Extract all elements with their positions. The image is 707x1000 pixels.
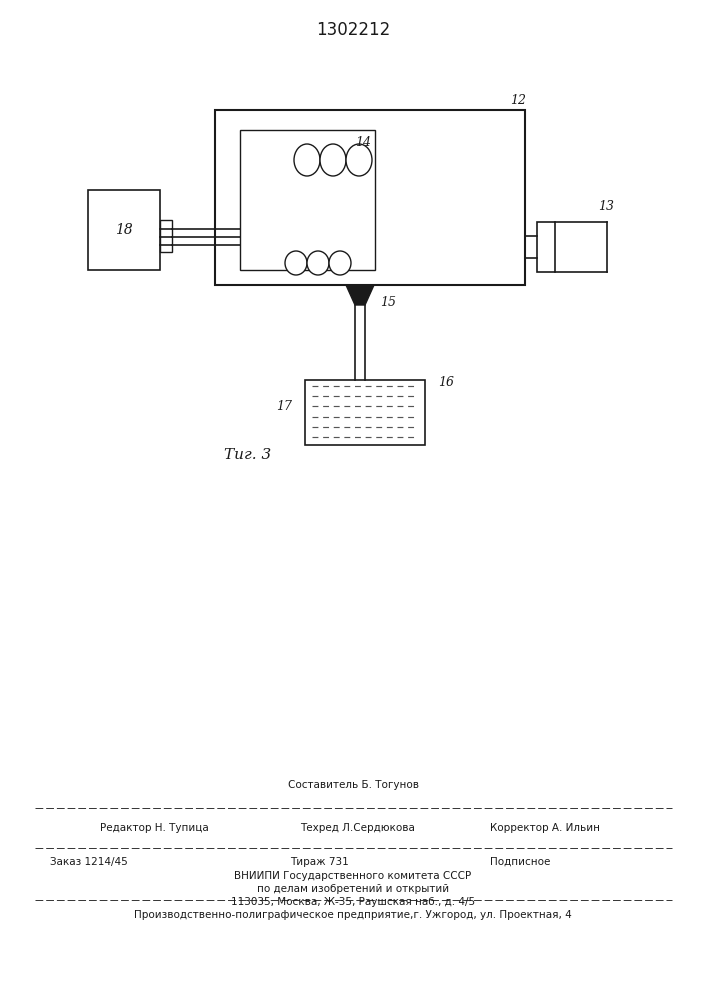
Ellipse shape — [285, 251, 307, 275]
Text: Техред Л.Сердюкова: Техред Л.Сердюкова — [300, 823, 415, 833]
Text: Τиг. 3: Τиг. 3 — [224, 448, 271, 462]
Bar — [305, 380, 425, 445]
Text: по делам изобретений и открытий: по делам изобретений и открытий — [257, 884, 449, 894]
Ellipse shape — [294, 144, 320, 176]
Ellipse shape — [320, 144, 346, 176]
Ellipse shape — [307, 251, 329, 275]
Text: 12: 12 — [510, 94, 526, 106]
Text: 14: 14 — [355, 135, 371, 148]
Text: 17: 17 — [276, 400, 292, 414]
Bar — [240, 130, 375, 270]
Text: Тираж 731: Тираж 731 — [290, 857, 349, 867]
Text: Подписное: Подписное — [490, 857, 550, 867]
Bar — [537, 222, 555, 272]
Text: Редактор Н. Тупица: Редактор Н. Тупица — [100, 823, 209, 833]
Text: 1302212: 1302212 — [316, 21, 390, 39]
Text: 18: 18 — [115, 223, 133, 237]
Polygon shape — [346, 285, 374, 305]
Text: ВНИИПИ Государственного комитета СССР: ВНИИПИ Государственного комитета СССР — [235, 871, 472, 881]
Text: 13: 13 — [598, 200, 614, 214]
Text: Корректор А. Ильин: Корректор А. Ильин — [490, 823, 600, 833]
Text: 16: 16 — [438, 375, 454, 388]
Bar — [160, 220, 172, 252]
Text: Заказ 1214/45: Заказ 1214/45 — [50, 857, 128, 867]
Text: 15: 15 — [380, 296, 396, 308]
Text: Производственно-полиграфическое предприятие,г. Ужгород, ул. Проектная, 4: Производственно-полиграфическое предприя… — [134, 910, 572, 920]
Text: Составитель Б. Тогунов: Составитель Б. Тогунов — [288, 780, 419, 790]
Bar — [88, 190, 160, 270]
Ellipse shape — [346, 144, 372, 176]
Bar — [215, 110, 525, 285]
Text: 113035, Москва, Ж-35, Раушская наб., д. 4/5: 113035, Москва, Ж-35, Раушская наб., д. … — [231, 897, 475, 907]
Ellipse shape — [329, 251, 351, 275]
